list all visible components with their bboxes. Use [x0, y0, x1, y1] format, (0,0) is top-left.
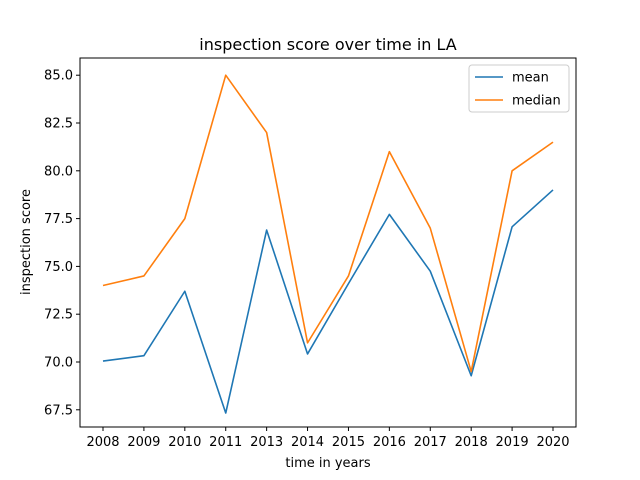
- series-line-median: [102, 74, 554, 373]
- x-tick-label: 2013: [250, 435, 283, 450]
- y-axis-title: inspection score: [19, 189, 34, 295]
- chart-title: inspection score over time in LA: [199, 35, 456, 54]
- x-axis-title: time in years: [285, 456, 370, 471]
- y-tick-label: 82.5: [44, 117, 73, 132]
- y-tick-label: 70.0: [44, 355, 73, 370]
- y-tick-label: 85.0: [44, 69, 73, 84]
- x-tick-label: 2018: [455, 435, 488, 450]
- x-tick-label: 2019: [496, 435, 529, 450]
- plot-area: 2008 2009 2010 2011 2013 2014 2015 2016 2017 2018…: [44, 57, 577, 450]
- legend-label-mean: mean: [512, 71, 549, 86]
- y-tick-label: 67.5: [44, 403, 73, 418]
- x-tick-label: 2016: [373, 435, 406, 450]
- x-tick-label: 2010: [168, 435, 201, 450]
- x-tick-label: 2011: [209, 435, 242, 450]
- series-line-mean: [102, 189, 554, 414]
- legend-label-median: median: [512, 94, 561, 109]
- legend: mean median: [468, 64, 570, 113]
- x-tick-label: 2017: [414, 435, 447, 450]
- x-tick-label: 2008: [86, 435, 119, 450]
- y-tick-label: 75.0: [44, 260, 73, 275]
- plot-frame: [79, 57, 577, 428]
- y-tick-label: 80.0: [44, 164, 73, 179]
- y-tick-label: 72.5: [44, 308, 73, 323]
- x-tick-label: 2009: [127, 435, 160, 450]
- x-tick-label: 2020: [536, 435, 569, 450]
- y-tick-label: 77.5: [44, 212, 73, 227]
- x-tick-label: 2014: [291, 435, 324, 450]
- x-tick-label: 2015: [332, 435, 365, 450]
